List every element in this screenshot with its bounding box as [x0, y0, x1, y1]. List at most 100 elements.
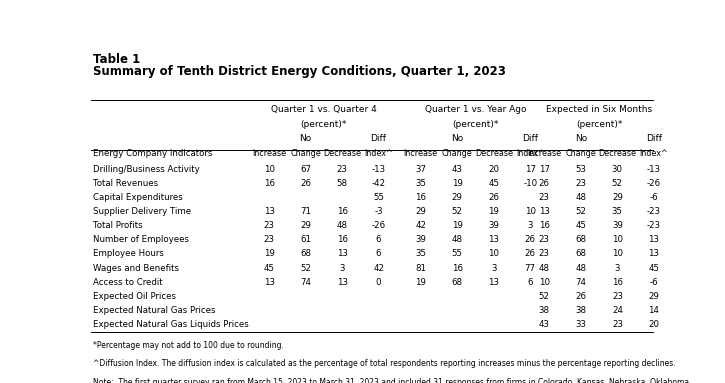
Text: 55: 55: [373, 193, 384, 202]
Text: 39: 39: [489, 221, 500, 230]
Text: 52: 52: [539, 292, 550, 301]
Text: 30: 30: [612, 165, 623, 173]
Text: Note:  The first quarter survey ran from March 15, 2023 to March 31, 2023 and in: Note: The first quarter survey ran from …: [94, 378, 692, 383]
Text: 23: 23: [539, 249, 550, 259]
Text: 68: 68: [452, 278, 463, 287]
Text: 43: 43: [539, 320, 550, 329]
Text: Total Revenues: Total Revenues: [94, 178, 159, 188]
Text: 23: 23: [612, 320, 623, 329]
Text: -42: -42: [371, 178, 386, 188]
Text: Decrease: Decrease: [475, 149, 513, 157]
Text: -26: -26: [647, 178, 661, 188]
Text: 68: 68: [576, 235, 587, 244]
Text: 10: 10: [488, 249, 500, 259]
Text: Employee Hours: Employee Hours: [94, 249, 165, 259]
Text: 29: 29: [415, 207, 426, 216]
Text: Diff: Diff: [370, 134, 386, 143]
Text: 3: 3: [491, 264, 497, 273]
Text: 35: 35: [415, 178, 426, 188]
Text: Summary of Tenth District Energy Conditions, Quarter 1, 2023: Summary of Tenth District Energy Conditi…: [94, 65, 506, 78]
Text: 29: 29: [648, 292, 659, 301]
Text: 3: 3: [615, 264, 620, 273]
Text: Energy Company Indicators: Energy Company Indicators: [94, 149, 213, 157]
Text: -23: -23: [647, 221, 661, 230]
Text: Index^: Index^: [516, 149, 544, 157]
Text: Increase: Increase: [527, 149, 561, 157]
Text: -23: -23: [647, 207, 661, 216]
Text: Drilling/Business Activity: Drilling/Business Activity: [94, 165, 200, 173]
Text: 33: 33: [576, 320, 587, 329]
Text: Change: Change: [566, 149, 596, 157]
Text: -10: -10: [523, 178, 537, 188]
Text: 14: 14: [648, 306, 660, 315]
Text: Access to Credit: Access to Credit: [94, 278, 163, 287]
Text: Expected Oil Prices: Expected Oil Prices: [94, 292, 176, 301]
Text: Index^: Index^: [639, 149, 668, 157]
Text: 19: 19: [452, 221, 463, 230]
Text: 58: 58: [336, 178, 347, 188]
Text: 23: 23: [336, 165, 347, 173]
Text: 17: 17: [525, 165, 536, 173]
Text: 77: 77: [525, 264, 536, 273]
Text: 19: 19: [264, 249, 275, 259]
Text: 29: 29: [452, 193, 463, 202]
Text: 52: 52: [300, 264, 311, 273]
Text: 23: 23: [576, 178, 587, 188]
Text: 45: 45: [488, 178, 500, 188]
Text: 26: 26: [576, 292, 587, 301]
Text: 48: 48: [576, 193, 587, 202]
Text: 13: 13: [648, 249, 660, 259]
Text: 26: 26: [300, 178, 311, 188]
Text: 6: 6: [376, 249, 381, 259]
Text: *Percentage may not add to 100 due to rounding.: *Percentage may not add to 100 due to ro…: [94, 342, 284, 350]
Text: Expected in Six Months: Expected in Six Months: [546, 105, 652, 114]
Text: 24: 24: [612, 306, 623, 315]
Text: 29: 29: [612, 193, 623, 202]
Text: 23: 23: [263, 235, 275, 244]
Text: 13: 13: [648, 235, 660, 244]
Text: Total Profits: Total Profits: [94, 221, 143, 230]
Text: 19: 19: [489, 207, 500, 216]
Text: 16: 16: [612, 278, 623, 287]
Text: 16: 16: [539, 221, 550, 230]
Text: Quarter 1 vs. Year Ago: Quarter 1 vs. Year Ago: [425, 105, 526, 114]
Text: 43: 43: [452, 165, 463, 173]
Text: -6: -6: [650, 278, 658, 287]
Text: 20: 20: [648, 320, 660, 329]
Text: 37: 37: [415, 165, 426, 173]
Text: 10: 10: [612, 249, 623, 259]
Text: Quarter 1 vs. Quarter 4: Quarter 1 vs. Quarter 4: [271, 105, 377, 114]
Text: -26: -26: [371, 221, 386, 230]
Text: Change: Change: [442, 149, 473, 157]
Text: 16: 16: [415, 193, 426, 202]
Text: Index^: Index^: [364, 149, 393, 157]
Text: Increase: Increase: [404, 149, 438, 157]
Text: No: No: [575, 134, 587, 143]
Text: 68: 68: [300, 249, 311, 259]
Text: 3: 3: [339, 264, 345, 273]
Text: 13: 13: [336, 249, 347, 259]
Text: 39: 39: [612, 221, 623, 230]
Text: No: No: [299, 134, 312, 143]
Text: 38: 38: [576, 306, 587, 315]
Text: Expected Natural Gas Prices: Expected Natural Gas Prices: [94, 306, 216, 315]
Text: 10: 10: [525, 207, 536, 216]
Text: 23: 23: [612, 292, 623, 301]
Text: 26: 26: [539, 178, 550, 188]
Text: 0: 0: [376, 278, 381, 287]
Text: 20: 20: [488, 165, 500, 173]
Text: 13: 13: [539, 207, 550, 216]
Text: 13: 13: [336, 278, 347, 287]
Text: 67: 67: [300, 165, 311, 173]
Text: Supplier Delivery Time: Supplier Delivery Time: [94, 207, 191, 216]
Text: 16: 16: [336, 235, 347, 244]
Text: 74: 74: [576, 278, 587, 287]
Text: (percent)*: (percent)*: [452, 120, 499, 129]
Text: 26: 26: [525, 235, 536, 244]
Text: 45: 45: [576, 221, 587, 230]
Text: 16: 16: [263, 178, 275, 188]
Text: 19: 19: [452, 178, 463, 188]
Text: 81: 81: [415, 264, 426, 273]
Text: -13: -13: [647, 165, 661, 173]
Text: Diff: Diff: [646, 134, 662, 143]
